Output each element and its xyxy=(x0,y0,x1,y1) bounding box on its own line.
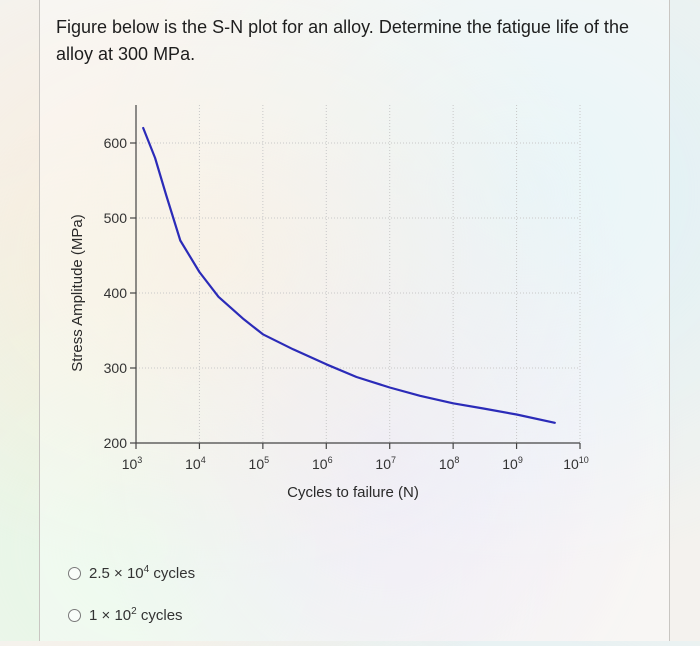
question-card xyxy=(39,0,670,641)
y-tick-label: 300 xyxy=(104,360,128,376)
answer-option-2-label: 1 × 102 cycles xyxy=(89,606,183,624)
y-tick-label: 600 xyxy=(104,135,128,151)
x-tick-label: 1010 xyxy=(563,455,589,472)
answer-option-2[interactable]: 1 × 102 cycles xyxy=(68,604,195,626)
radio-button[interactable] xyxy=(68,608,81,622)
question-text: Figure below is the S-N plot for an allo… xyxy=(56,17,629,64)
x-tick-label: 106 xyxy=(312,455,333,472)
x-tick-label: 103 xyxy=(122,455,143,472)
y-tick-label: 200 xyxy=(104,435,128,451)
x-tick-label: 108 xyxy=(439,455,460,472)
sn-chart: 200 300 400 500 600 103 104 105 106 107 108 109 1010… xyxy=(69,105,589,501)
x-tick-label: 105 xyxy=(249,455,270,472)
radio-button[interactable] xyxy=(68,566,81,580)
answer-option-1[interactable]: 2.5 × 104 cycles xyxy=(68,562,195,584)
x-tick-label: 107 xyxy=(375,455,396,472)
answer-option-1-label: 2.5 × 104 cycles xyxy=(89,564,196,582)
y-tick-label: 500 xyxy=(104,210,128,226)
x-tick-label: 104 xyxy=(185,455,206,472)
answer-options: 2.5 × 104 cycles 1 × 102 cycles xyxy=(68,562,195,646)
x-axis-title: Cycles to failure (N) xyxy=(287,484,419,501)
y-tick-label: 400 xyxy=(104,285,128,301)
x-tick-label: 109 xyxy=(502,455,523,472)
sn-curve-line xyxy=(142,126,556,424)
y-axis-title: Stress Amplitude (MPa) xyxy=(69,214,86,372)
